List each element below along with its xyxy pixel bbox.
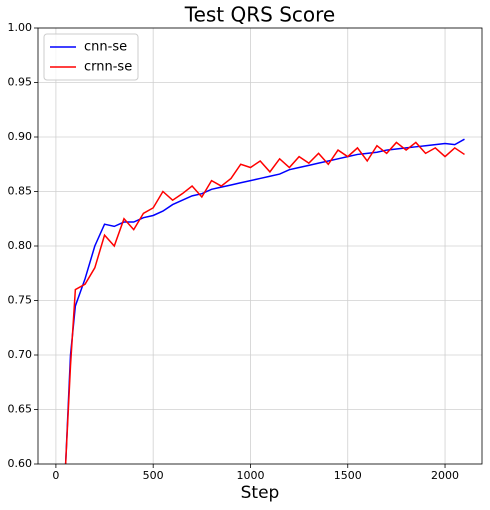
legend-label: cnn-se <box>84 40 127 55</box>
x-tick-label: 1500 <box>334 469 362 482</box>
x-axis-label: Step <box>241 483 280 503</box>
y-tick-label: 0.80 <box>8 239 33 252</box>
chart-title: Test QRS Score <box>184 3 335 27</box>
y-tick-label: 0.65 <box>8 403 33 416</box>
y-tick-label: 0.95 <box>8 76 33 89</box>
series-line <box>64 141 465 464</box>
plot-frame <box>37 27 483 465</box>
legend-box <box>43 33 139 81</box>
series-line <box>64 138 465 464</box>
y-tick-label: 0.75 <box>8 294 33 307</box>
x-tick-label: 0 <box>52 469 59 482</box>
legend-label: crnn-se <box>84 60 132 75</box>
y-tick-label: 0.90 <box>8 130 33 143</box>
x-tick-label: 500 <box>143 469 164 482</box>
x-tick-label: 1000 <box>236 469 264 482</box>
y-tick-label: 0.70 <box>8 348 33 361</box>
x-tick-label: 2000 <box>431 469 459 482</box>
y-tick-label: 0.85 <box>8 185 33 198</box>
y-tick-label: 0.60 <box>8 457 33 470</box>
y-tick-label: 1.00 <box>8 21 33 34</box>
